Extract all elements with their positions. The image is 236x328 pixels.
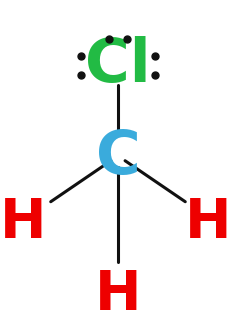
Text: H: H <box>0 196 47 250</box>
Text: H: H <box>184 196 231 250</box>
Text: C: C <box>96 128 140 187</box>
Text: Cl: Cl <box>85 36 151 95</box>
Text: H: H <box>95 268 141 322</box>
